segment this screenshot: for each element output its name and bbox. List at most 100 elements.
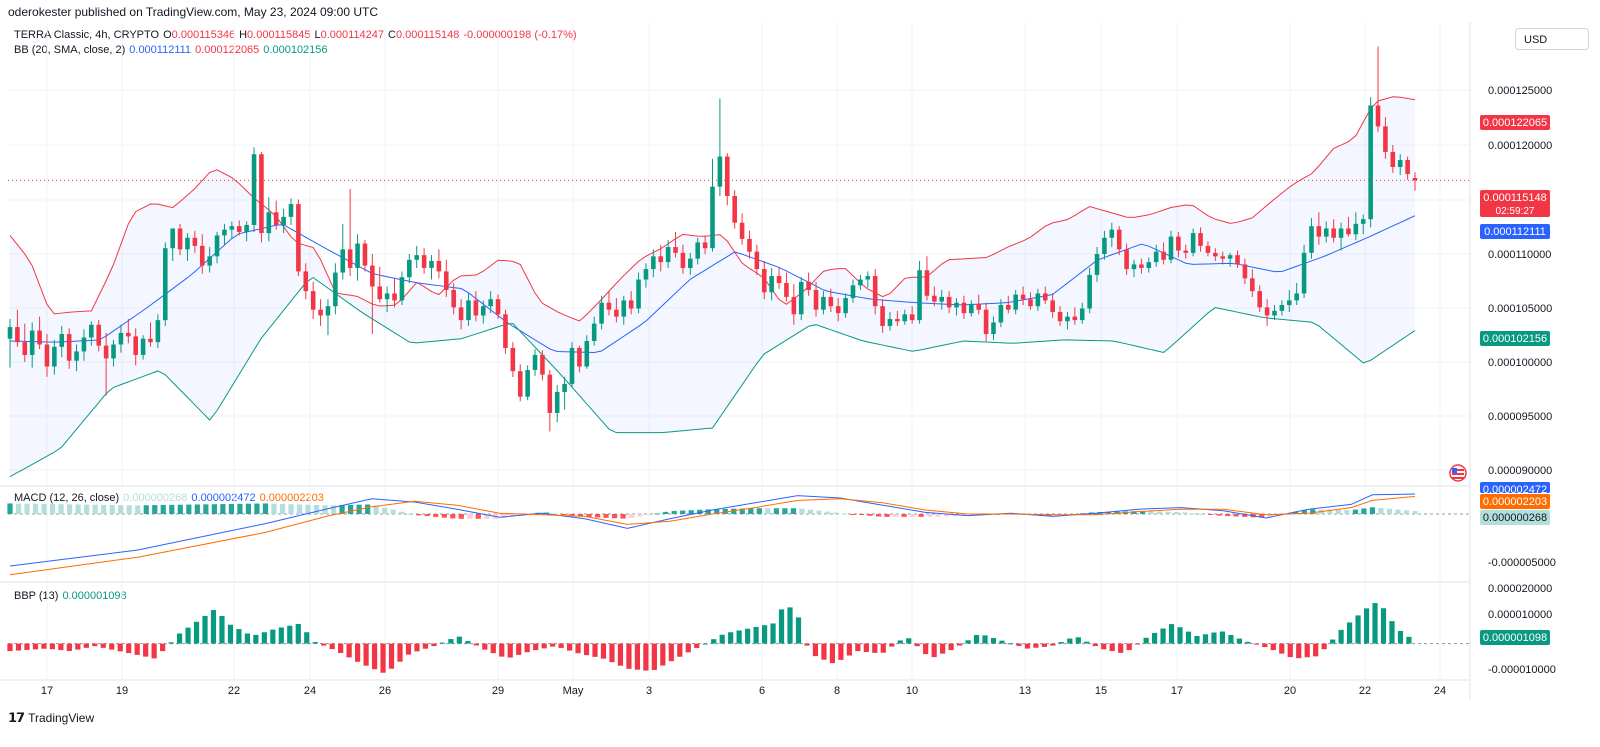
bbp-bar: [541, 643, 547, 649]
open-value: 0.000115346: [171, 29, 236, 41]
bbp-value: 0.000001098: [62, 590, 127, 602]
candle-body: [791, 296, 797, 315]
candle-body: [1131, 264, 1137, 270]
time-tick-label: 10: [906, 685, 918, 697]
macd-histogram-bar: [237, 503, 243, 514]
macd-histogram-bar: [1139, 511, 1146, 514]
macd-line-tag: 0.000002472: [1483, 484, 1547, 496]
macd-line: [9, 493, 1416, 567]
candle-body: [939, 296, 945, 302]
footer: 𝟭𝟳 TradingView: [8, 710, 94, 726]
change-value: -0.000000198 (-0.17%): [463, 29, 577, 41]
candle-body: [1338, 228, 1344, 238]
close-label: C: [388, 29, 396, 41]
macd-histogram-bar: [433, 514, 439, 517]
candle-body: [495, 299, 501, 315]
bbp-bar: [58, 643, 64, 651]
macd-histogram-bar: [927, 514, 933, 517]
candle-body: [1190, 233, 1196, 253]
time-tick-label: 22: [228, 685, 240, 697]
macd-histogram-bar: [833, 512, 839, 514]
candle-body: [1020, 294, 1026, 300]
macd-histogram-bar: [875, 514, 882, 517]
bbp-bar: [1262, 643, 1268, 648]
bbp-bar: [668, 643, 674, 662]
macd-histogram-bar: [705, 509, 711, 514]
time-tick-label: 19: [116, 685, 128, 697]
candle-body: [244, 225, 249, 232]
bbp-bar: [889, 643, 895, 647]
bbp-bar: [261, 632, 267, 644]
time-tick-label: 26: [379, 685, 391, 697]
bbp-bar: [312, 642, 318, 644]
bbp-bar: [1075, 637, 1081, 644]
macd-histogram-bar: [1165, 511, 1171, 514]
bbp-bar: [160, 643, 166, 652]
candle-body: [710, 186, 715, 249]
candle-body: [880, 306, 885, 326]
macd-histogram-bar: [424, 514, 430, 517]
bbp-bar: [126, 643, 132, 654]
candle-body: [185, 237, 190, 250]
bbp-bar: [295, 623, 301, 644]
bbp-tag-bg: [1480, 630, 1550, 645]
macd-histogram-bar: [475, 514, 481, 519]
candle-body: [66, 334, 72, 361]
bbp-bar: [371, 643, 378, 670]
macd-histogram-bar: [1225, 514, 1231, 517]
candle-body: [111, 344, 116, 359]
macd-histogram-bar: [194, 504, 200, 514]
bbp-bar: [1330, 639, 1336, 644]
candle-body: [784, 283, 789, 297]
bbp-bar: [193, 621, 200, 644]
brand-label: TradingView: [28, 711, 95, 725]
candle-body: [688, 258, 693, 268]
candle-body: [673, 247, 678, 253]
candle-body: [1346, 228, 1351, 235]
macd-histogram-bar: [330, 505, 337, 514]
flag-stripe: [1452, 469, 1464, 471]
candle-body: [547, 374, 553, 413]
candle-body: [1250, 278, 1255, 292]
bbp-bar: [973, 635, 980, 644]
candle-body: [1205, 245, 1211, 253]
bb-basis-tag-bg: [1480, 224, 1550, 239]
us-flag-icon: [1449, 464, 1467, 482]
candle-body: [103, 345, 109, 359]
candle-body: [155, 320, 161, 343]
macd-histogram-bar: [646, 514, 652, 515]
bbp-bar: [1024, 643, 1031, 649]
candle-body: [1139, 264, 1144, 268]
bbp-bar: [1287, 643, 1293, 658]
currency-selector[interactable]: USD: [1515, 28, 1589, 50]
candle-body: [902, 314, 908, 322]
bbp-bar: [1194, 636, 1200, 644]
macd-histogram-bar: [7, 503, 13, 514]
macd-histogram-bar: [1386, 508, 1393, 514]
candle-body: [614, 309, 619, 317]
candle-body: [229, 226, 235, 230]
macd-histogram-bar: [126, 505, 132, 514]
macd-histogram-bar: [697, 509, 703, 514]
candle-body: [1079, 308, 1085, 321]
bbp-bar: [117, 643, 123, 652]
macd-histogram-bar: [15, 503, 22, 514]
macd-histogram-bar: [731, 508, 737, 514]
time-tick-label: 24: [1434, 685, 1446, 697]
bbp-bar: [431, 643, 437, 647]
macd-histogram-bar: [569, 514, 575, 516]
candle-body: [303, 271, 309, 292]
bbp-bar: [583, 643, 590, 656]
candle-body: [1094, 254, 1100, 275]
candle-body: [1257, 291, 1263, 308]
macd-histogram-bar: [1310, 509, 1316, 514]
bbp-bar: [49, 643, 55, 650]
bbp-bar: [558, 643, 564, 648]
candle-body: [325, 306, 331, 316]
candle-body: [1102, 237, 1107, 254]
time-tick-label: May: [563, 685, 584, 697]
candle-body: [806, 281, 811, 290]
bbp-bar: [151, 643, 157, 659]
bbp-bar: [338, 643, 344, 653]
